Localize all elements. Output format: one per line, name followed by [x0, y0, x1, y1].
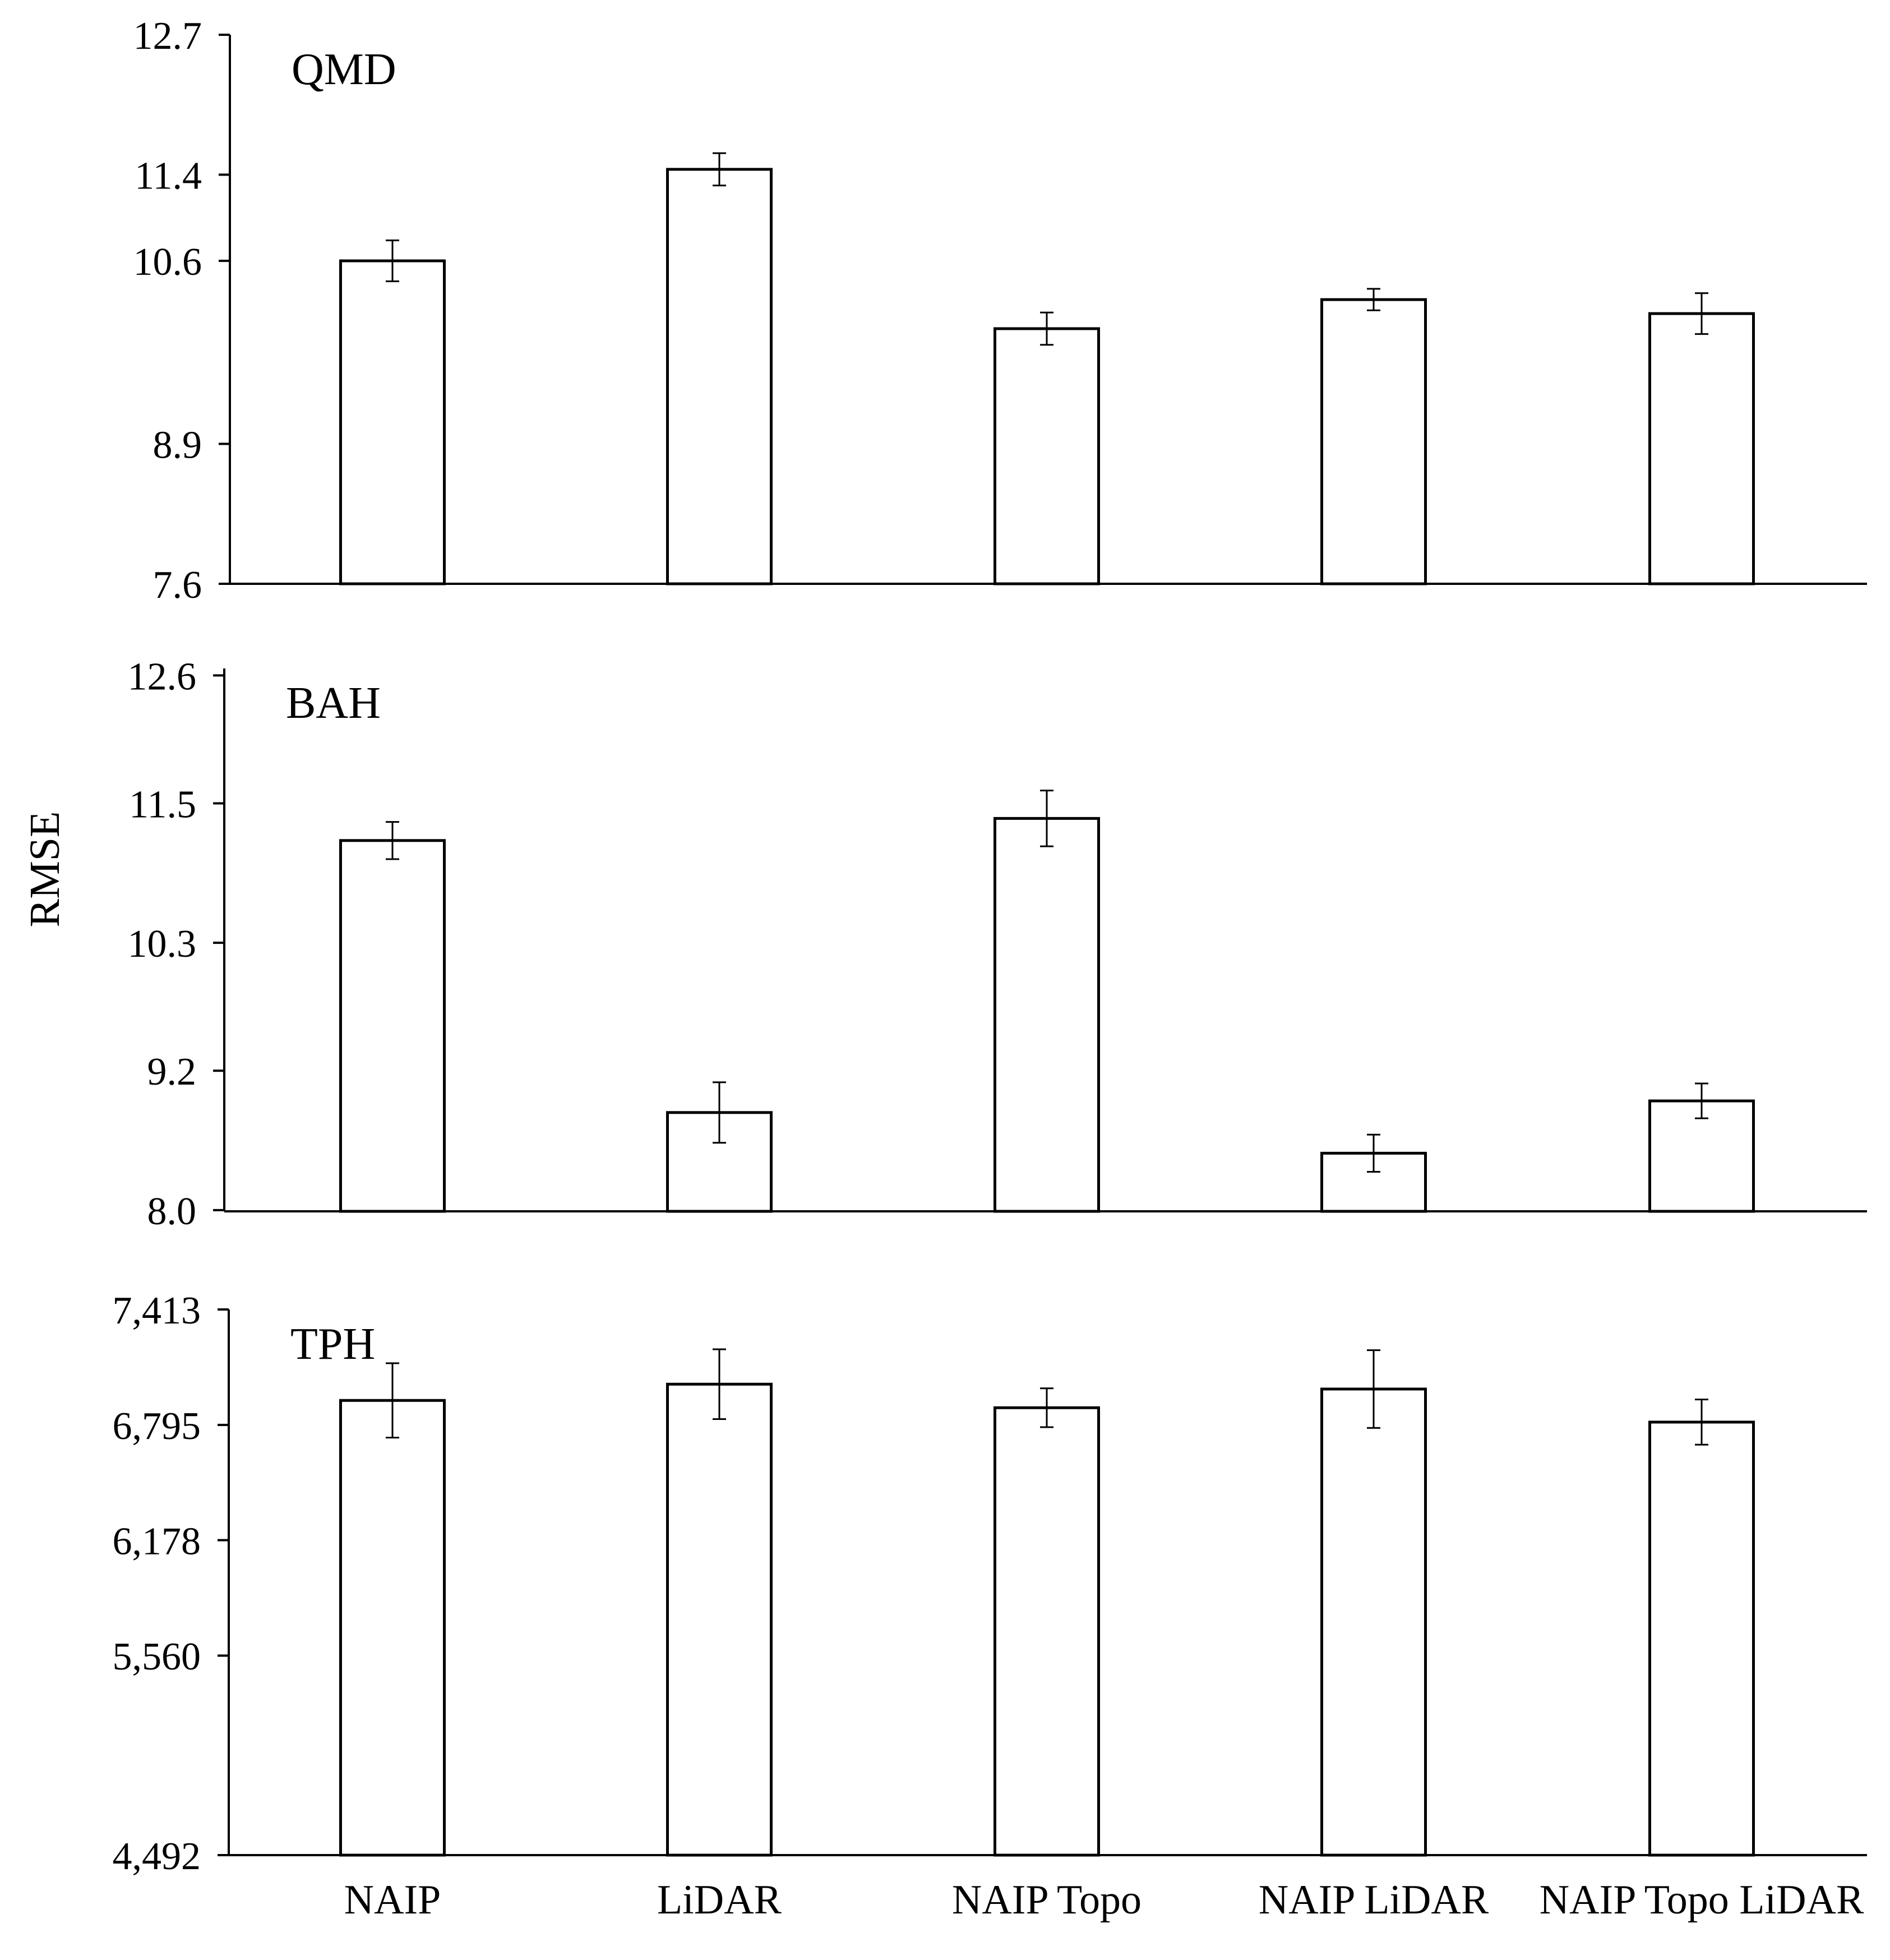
- y-tick-label: 4,492: [113, 1835, 201, 1878]
- bar-naip-lidar: [1320, 298, 1427, 585]
- x-axis-category-labels: NAIP LiDAR NAIP Topo NAIP LiDAR NAIP Topo Li…: [344, 1877, 1864, 1923]
- y-tick-label: 6,178: [113, 1520, 201, 1563]
- bar-naip: [339, 259, 446, 585]
- y-tick-label: 7,413: [113, 1289, 201, 1332]
- error-bar: [713, 152, 726, 187]
- y-tick-label: 8.0: [147, 1190, 197, 1233]
- y-tick-label: 10.6: [133, 241, 202, 284]
- y-tick-label: 7.6: [153, 564, 202, 607]
- x-category-label: NAIP Topo LiDAR: [1540, 1877, 1864, 1923]
- y-tick-label: 11.4: [135, 155, 202, 198]
- error-bar: [1367, 288, 1380, 311]
- error-bar: [386, 821, 399, 860]
- bar-naip: [339, 839, 446, 1213]
- panel-bah: 8.0 9.2 10.3 11.5 12.6 BAH: [128, 655, 1867, 1233]
- chart-panels: 7.6 8.9 10.6 11.4 12.7 QMD 8.0 9.2 10.3 11.5 12.6 B…: [113, 15, 1867, 1878]
- y-tick-label: 12.7: [133, 15, 202, 58]
- bar-lidar: [666, 1382, 773, 1857]
- y-tick-label: 12.6: [128, 655, 197, 698]
- y-tick-label: 6,795: [113, 1405, 201, 1448]
- x-category-label: NAIP: [344, 1877, 441, 1923]
- error-bar: [713, 1081, 726, 1144]
- error-bar: [386, 1362, 399, 1439]
- y-tick-label: 9.2: [147, 1050, 197, 1094]
- x-category-label: NAIP LiDAR: [1259, 1877, 1489, 1923]
- x-category-label: LiDAR: [657, 1877, 782, 1923]
- error-bar: [1040, 790, 1053, 847]
- x-category-label: NAIP Topo: [952, 1877, 1142, 1923]
- panel-tph: 4,492 5,560 6,178 6,795 7,413 TPH: [113, 1289, 1867, 1878]
- bar-naip-topo: [993, 327, 1100, 585]
- error-bar: [1695, 1399, 1708, 1446]
- error-bar: [386, 239, 399, 283]
- error-bar: [1367, 1349, 1380, 1429]
- error-bar: [713, 1348, 726, 1421]
- bar-naip-topo-lidar: [1648, 1421, 1755, 1857]
- panel-title: TPH: [290, 1320, 375, 1369]
- error-bar: [1367, 1133, 1380, 1173]
- panel-title: BAH: [286, 679, 381, 728]
- bar-naip-lidar: [1320, 1387, 1427, 1857]
- panel-title: QMD: [292, 45, 396, 94]
- error-bar: [1695, 1082, 1708, 1119]
- y-axis-label: RMSE: [21, 811, 68, 928]
- bar-naip: [339, 1399, 446, 1857]
- bar-lidar: [666, 168, 773, 585]
- bar-naip-topo: [993, 1406, 1100, 1857]
- error-bar: [1040, 311, 1053, 346]
- bar-naip-topo: [993, 817, 1100, 1213]
- y-tick-label: 10.3: [128, 923, 197, 966]
- error-bar: [1040, 1387, 1053, 1428]
- bar-naip-topo-lidar: [1648, 312, 1755, 585]
- y-tick-label: 5,560: [113, 1635, 201, 1678]
- y-tick-label: 11.5: [129, 783, 196, 826]
- error-bar: [1695, 292, 1708, 335]
- y-tick-label: 8.9: [153, 423, 202, 467]
- panel-qmd: 7.6 8.9 10.6 11.4 12.7 QMD: [133, 15, 1867, 607]
